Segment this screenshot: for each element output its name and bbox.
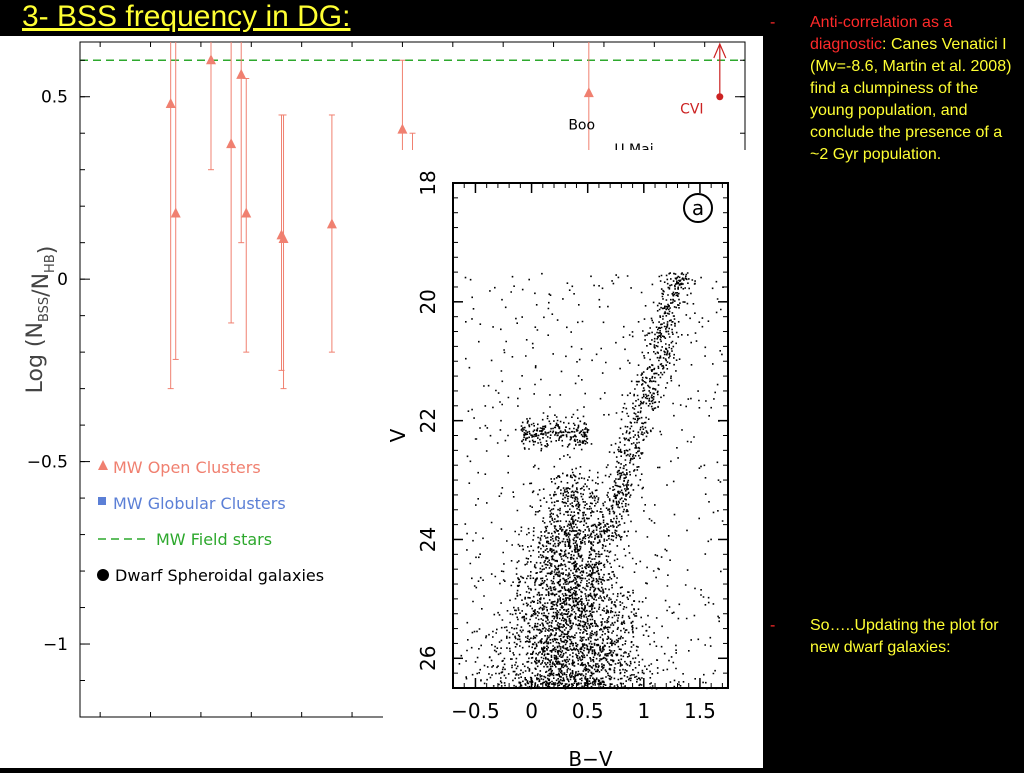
y-axis-label-text: Log (NBSS/NHB) <box>23 246 60 394</box>
panel-label: a <box>692 196 704 220</box>
cmd-y-tick-label: 18 <box>416 170 440 195</box>
open-cluster-marker <box>165 98 176 109</box>
open-cluster-marker <box>205 54 216 65</box>
cmd-frame <box>452 182 729 689</box>
open-cluster-marker <box>236 68 247 79</box>
y-tick-label: 0 <box>57 270 68 290</box>
y-label-part: Log ( <box>23 338 48 393</box>
legend-marker <box>98 497 106 505</box>
cmd-star-points <box>458 272 724 690</box>
arrow-head <box>713 42 727 59</box>
open-cluster-marker <box>226 138 237 149</box>
cmd-y-axis-label: V <box>386 428 410 442</box>
bullet-body-text: : Canes Venatici I (Mv=-8.6, Martin et a… <box>810 36 1012 163</box>
cmd-x-tick-label: 1.5 <box>684 699 716 723</box>
legend-label: MW Globular Clusters <box>113 494 286 513</box>
open-cluster-marker <box>583 87 594 98</box>
slide-title: 3- BSS frequency in DG: <box>22 0 351 33</box>
cmd-y-tick-label: 24 <box>416 527 440 552</box>
cmd-x-tick-label: 1 <box>637 699 650 723</box>
y-label-part: /N <box>29 273 54 297</box>
dwarf-label: CVI <box>680 102 703 118</box>
y-label-part: N <box>23 322 48 338</box>
y-label-part: BSS <box>37 297 52 322</box>
bullet-dash: - <box>770 14 776 31</box>
cmd-y-tick-label: 26 <box>416 646 440 671</box>
y-label-part: ) <box>35 246 60 255</box>
panel-label-circle <box>683 193 713 223</box>
notes-panel: - Anti-correlation as a diagnostic: Cane… <box>770 0 1024 768</box>
open-cluster-marker <box>278 233 289 244</box>
cmd-x-tick-label: 0.5 <box>572 699 604 723</box>
cmd-chart: 18 20 22 24 26 −0.5 0 0.5 1 1.5 B−V Va <box>386 170 729 771</box>
open-cluster-marker <box>326 218 337 229</box>
cmd-x-axis-label: B−V <box>568 747 612 768</box>
y-tick-label: 0.5 <box>41 88 68 108</box>
bullet-text: So…..Updating the plot for new dwarf gal… <box>810 617 999 656</box>
open-cluster-marker <box>170 207 181 218</box>
cmd-y-tick-label: 22 <box>416 408 440 433</box>
bullet-dash: - <box>770 617 776 634</box>
cmd-x-tick-label: 0 <box>525 699 538 723</box>
bullet-red-text: Anti-correlation as a diagnostic <box>810 14 953 53</box>
dwarf-spheroidal-marker <box>716 93 724 101</box>
legend-label: Dwarf Spheroidal galaxies <box>115 566 324 585</box>
bullet-text: Anti-correlation as a diagnostic: Canes … <box>810 12 1024 166</box>
open-cluster-marker <box>397 123 408 134</box>
dwarf-label: Boo <box>568 117 595 133</box>
legend-label: MW Field stars <box>156 530 272 549</box>
cmd-x-tick-label: −0.5 <box>451 699 500 723</box>
legend-marker <box>97 569 109 581</box>
y-tick-label: −1 <box>43 635 68 655</box>
legend-marker <box>98 460 108 470</box>
y-label-part: HB <box>43 254 58 273</box>
legend-label: MW Open Clusters <box>113 458 261 477</box>
y-tick-label: −0.5 <box>27 453 68 473</box>
cmd-y-tick-label: 20 <box>416 289 440 314</box>
open-cluster-marker <box>241 207 252 218</box>
y-axis-label: Log (NBSS/NHB) <box>23 246 60 394</box>
